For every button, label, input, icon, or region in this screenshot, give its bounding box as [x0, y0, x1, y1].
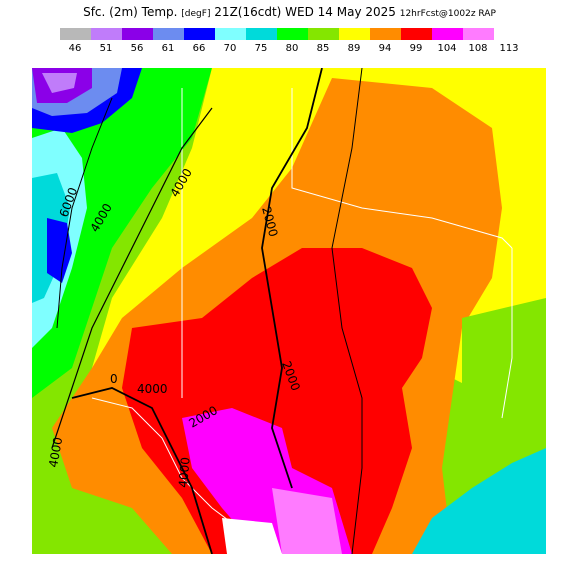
legend-label: 61 — [161, 43, 175, 54]
contour-label: 4000 — [46, 436, 65, 469]
legend-label: 46 — [68, 43, 82, 54]
legend-label: 99 — [409, 43, 423, 54]
border-tx-ok — [291, 88, 513, 249]
contour-label: 4000 — [137, 382, 168, 396]
title-units: [degF] — [181, 9, 211, 19]
title-model: 12hrFcst@1002z RAP — [399, 9, 496, 19]
contour-line-4000-west — [51, 107, 213, 449]
legend-swatch — [463, 28, 494, 40]
state-borders — [91, 88, 513, 554]
legend-swatch — [339, 28, 370, 40]
legend-label: 75 — [254, 43, 268, 54]
legend-swatch — [60, 28, 91, 40]
legend-label: 94 — [378, 43, 392, 54]
color-legend: 46 51 56 61 66 70 75 80 85 89 94 99 104 108 113 — [60, 28, 519, 58]
zone-pink-south — [272, 488, 342, 554]
legend-swatch — [277, 28, 308, 40]
border-rio-grande — [91, 397, 283, 554]
legend-swatch — [153, 28, 184, 40]
legend-label: 85 — [316, 43, 330, 54]
legend-swatch — [122, 28, 153, 40]
border-tx-la — [501, 248, 513, 419]
title-time: 21Z(16cdt) WED 14 May 2025 — [214, 5, 396, 19]
contour-line-south-loop — [71, 387, 213, 554]
legend-label: 80 — [285, 43, 299, 54]
zone-lavender-north — [42, 73, 77, 93]
legend-label: 56 — [130, 43, 144, 54]
legend-swatch — [215, 28, 246, 40]
chart-title: Sfc. (2m) Temp. [degF] 21Z(16cdt) WED 14… — [0, 5, 579, 19]
zone-gulf-water — [412, 448, 546, 554]
zone-blue-peaks — [47, 218, 72, 283]
contour-label: 4000 — [176, 457, 193, 489]
legend-label: 89 — [347, 43, 361, 54]
legend-swatch — [246, 28, 277, 40]
contour-label: 0 — [110, 372, 118, 386]
legend-label: 113 — [499, 43, 519, 54]
legend-label: 51 — [99, 43, 113, 54]
legend-swatch — [401, 28, 432, 40]
legend-swatch — [91, 28, 122, 40]
legend-swatch — [308, 28, 339, 40]
legend-swatch — [184, 28, 215, 40]
legend-label: 70 — [223, 43, 237, 54]
legend-swatch — [370, 28, 401, 40]
legend-label: 104 — [437, 43, 457, 54]
legend-label: 66 — [192, 43, 206, 54]
zone-green-east — [462, 298, 546, 468]
contour-line-0-east — [331, 68, 363, 554]
temperature-map: 6000 4000 4000 2000 2000 4000 2000 4000 … — [32, 68, 546, 554]
legend-swatch — [432, 28, 463, 40]
title-main: Sfc. (2m) Temp. — [83, 5, 178, 19]
height-contours — [51, 68, 363, 554]
contour-line-2000-north — [261, 68, 323, 489]
contour-line-6000 — [56, 97, 113, 329]
legend-label: 108 — [468, 43, 488, 54]
